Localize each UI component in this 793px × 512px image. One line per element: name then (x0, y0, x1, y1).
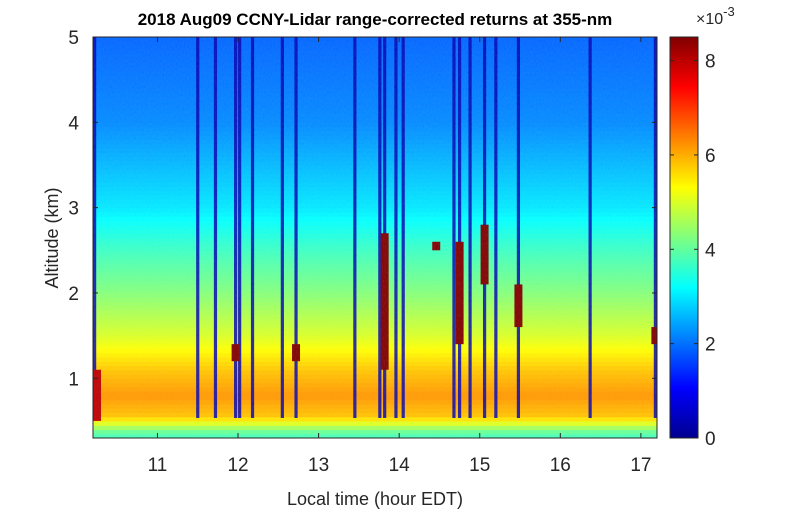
y-tick-label: 4 (68, 113, 79, 134)
colorbar-ticks: 0 2 4 6 8 (670, 52, 716, 450)
chart-title: 2018 Aug09 CCNY-Lidar range-corrected re… (138, 10, 613, 29)
x-axis-label: Local time (hour EDT) (287, 489, 463, 509)
x-tick-label: 11 (148, 455, 168, 476)
y-tick-label: 1 (68, 369, 79, 390)
colorbar-exponent: ×10-3 (696, 4, 735, 28)
y-tick-label: 5 (68, 28, 79, 49)
colorbar-tick-label: 8 (705, 52, 716, 73)
x-tick-label: 15 (469, 455, 490, 476)
colorbar: 0 2 4 6 8 ×10-3 (669, 4, 735, 450)
x-tick-label: 14 (389, 455, 411, 476)
y-axis-label: Altitude (km) (42, 187, 62, 288)
colorbar-exponent-base: ×10 (696, 11, 723, 28)
plot-frame (92, 36, 658, 439)
colorbar-tick-label: 6 (705, 146, 716, 167)
y-axis: 1 2 3 4 5 (68, 28, 657, 390)
y-tick-label: 2 (68, 284, 79, 305)
colorbar-tick-label: 0 (705, 429, 716, 450)
y-tick-label: 3 (68, 199, 79, 220)
colorbar-exponent-power: -3 (723, 4, 735, 19)
x-axis: 11 12 13 14 15 16 17 (148, 37, 651, 476)
x-tick-label: 12 (227, 455, 248, 476)
heatmap-grain (93, 37, 657, 438)
colorbar-tick-label: 4 (705, 240, 716, 261)
colorbar-gradient (669, 36, 699, 439)
colorbar-tick-label: 2 (705, 335, 716, 356)
x-tick-label: 16 (550, 455, 571, 476)
x-tick-label: 17 (630, 455, 651, 476)
x-tick-label: 13 (308, 455, 329, 476)
